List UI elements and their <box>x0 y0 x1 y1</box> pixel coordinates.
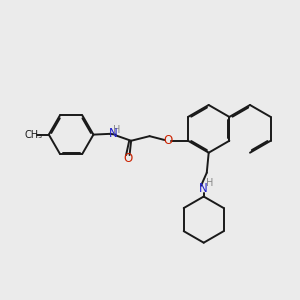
Text: H: H <box>113 125 120 135</box>
Text: O: O <box>164 134 173 147</box>
Text: H: H <box>206 178 213 188</box>
Text: O: O <box>123 152 133 165</box>
Text: N: N <box>199 182 208 195</box>
Text: N: N <box>109 127 118 140</box>
Text: CH₃: CH₃ <box>24 130 43 140</box>
